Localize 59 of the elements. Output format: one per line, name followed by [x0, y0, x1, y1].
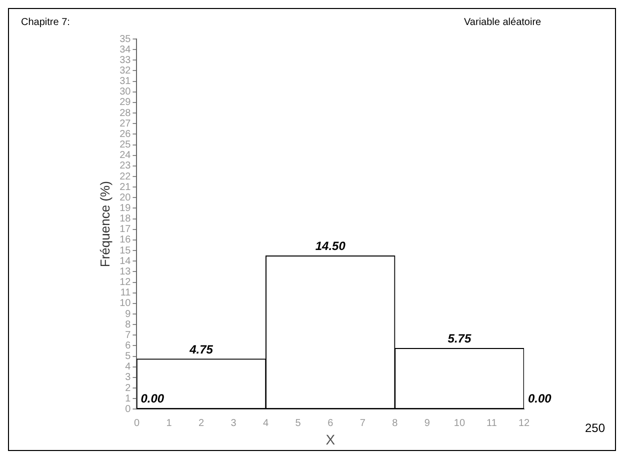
y-tick-label: 16 [120, 234, 132, 246]
y-tick-label: 9 [125, 308, 132, 320]
x-tick-label: 3 [230, 418, 237, 429]
y-tick-label: 5 [125, 351, 132, 362]
y-tick-label: 17 [120, 224, 132, 236]
text: 250 [585, 421, 606, 435]
text: Variable aléatoire [464, 17, 542, 28]
x-tick-label: 6 [328, 418, 334, 429]
y-tick-label: 0 [125, 404, 132, 415]
y-tick-label: 22 [120, 171, 132, 182]
y-tick-label: 3 [125, 372, 132, 384]
y-tick-label: 23 [120, 160, 132, 172]
x-tick-label: 7 [360, 418, 366, 429]
y-tick-label: 31 [120, 76, 132, 88]
x-tick-label: 11 [486, 418, 498, 429]
y-tick-label: 10 [120, 298, 132, 310]
y-tick-label: 27 [120, 118, 132, 130]
x-tick-label: 8 [392, 418, 398, 429]
y-tick-label: 29 [120, 97, 132, 108]
y-tick-label: 7 [125, 330, 132, 341]
x-tick-label: 10 [454, 418, 466, 429]
y-tick-label: 14 [120, 256, 132, 267]
y-tick-label: 25 [120, 140, 132, 151]
y-tick-label: 32 [120, 65, 132, 76]
data-label: 5.75 [448, 332, 472, 346]
y-axis-title: Fréquence (%) [97, 181, 112, 268]
y-tick-label: 19 [120, 202, 132, 214]
y-tick-label: 13 [120, 266, 132, 278]
x-tick-label: 0 [134, 418, 140, 429]
y-tick-label: 28 [120, 108, 132, 119]
y-tick-label: 18 [120, 214, 132, 225]
y-tick-label: 21 [120, 182, 132, 193]
y-tick-label: 2 [125, 382, 132, 394]
y-tick-label: 8 [125, 319, 132, 330]
x-tick-label: 9 [424, 418, 430, 429]
y-tick-label: 30 [120, 86, 132, 98]
y-tick-label: 11 [120, 288, 132, 299]
x-tick-label: 5 [295, 418, 302, 429]
x-tick-label: 12 [518, 418, 530, 429]
x-tick-label: 1 [166, 418, 172, 429]
data-label: 4.75 [188, 342, 214, 356]
y-tick-label: 33 [120, 54, 132, 66]
x-tick-label: 4 [263, 418, 270, 429]
text: 0.00 [528, 392, 552, 406]
y-tick-label: 15 [120, 245, 132, 256]
annotation: 0.00 [140, 392, 164, 406]
y-tick-label: 26 [120, 128, 132, 140]
y-tick-label: 6 [125, 340, 132, 352]
y-tick-label: 35 [120, 34, 132, 45]
y-tick-label: 24 [120, 150, 132, 162]
x-axis-title: X [326, 431, 336, 448]
x-tick-label: 2 [198, 418, 204, 429]
y-tick-label: 12 [120, 277, 132, 288]
y-tick-label: 1 [125, 393, 132, 404]
y-tick-label: 20 [120, 192, 132, 204]
y-tick-label: 34 [120, 44, 132, 56]
text: Chapitre 7: [21, 17, 70, 28]
data-label: 14.50 [315, 239, 346, 254]
y-tick-label: 4 [125, 362, 132, 373]
